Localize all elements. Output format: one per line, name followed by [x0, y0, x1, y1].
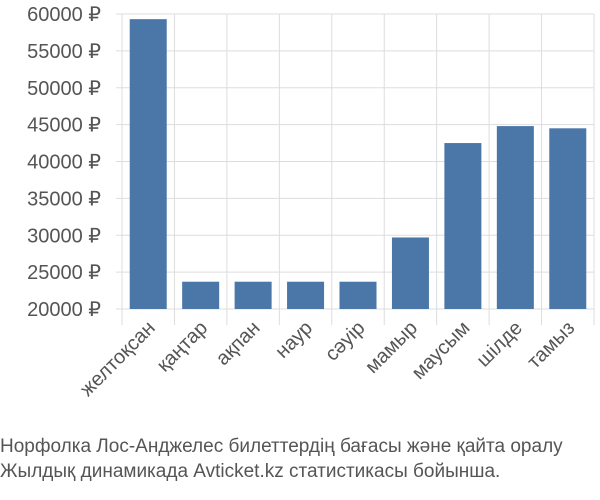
- chart-caption-line-2: Жылдық динамикада Avticket.kz статистика…: [0, 461, 501, 482]
- y-tick-label: 20000 ₽: [27, 299, 101, 321]
- x-tick-label: наур: [271, 317, 317, 363]
- bar: [444, 143, 482, 309]
- bar: [129, 19, 167, 309]
- bars: [129, 19, 587, 309]
- y-tick-label: 45000 ₽: [27, 115, 101, 137]
- x-tick-label: тамыз: [523, 317, 579, 373]
- y-tick-label: 60000 ₽: [27, 4, 101, 26]
- x-tick-label: сәуір: [321, 317, 370, 366]
- y-tick-label: 55000 ₽: [27, 41, 101, 63]
- y-tick-label: 25000 ₽: [27, 262, 101, 284]
- bar: [391, 237, 429, 309]
- bar: [549, 128, 587, 309]
- bar: [339, 281, 377, 309]
- grid-lines: [116, 13, 595, 325]
- x-tick-label: шілде: [472, 317, 526, 371]
- y-tick-label: 40000 ₽: [27, 152, 101, 174]
- bar: [287, 281, 325, 309]
- x-tick-label: қаңтар: [153, 317, 212, 376]
- bar: [234, 281, 272, 309]
- y-tick-label: 35000 ₽: [27, 188, 101, 210]
- y-tick-label: 50000 ₽: [27, 78, 101, 100]
- bar: [182, 281, 220, 309]
- x-tick-label: ақпан: [212, 317, 265, 370]
- y-axis-ticks: 20000 ₽ 25000 ₽ 30000 ₽ 35000 ₽ 40000 ₽ 45000…: [27, 4, 101, 321]
- x-tick-label: маусым: [408, 317, 475, 384]
- y-tick-label: 30000 ₽: [27, 225, 101, 247]
- bar: [496, 126, 534, 309]
- x-tick-label: желтоқсан: [76, 317, 160, 401]
- chart-caption-line-1: Норфолка Лос-Анджелес билеттердің бағасы…: [0, 436, 563, 457]
